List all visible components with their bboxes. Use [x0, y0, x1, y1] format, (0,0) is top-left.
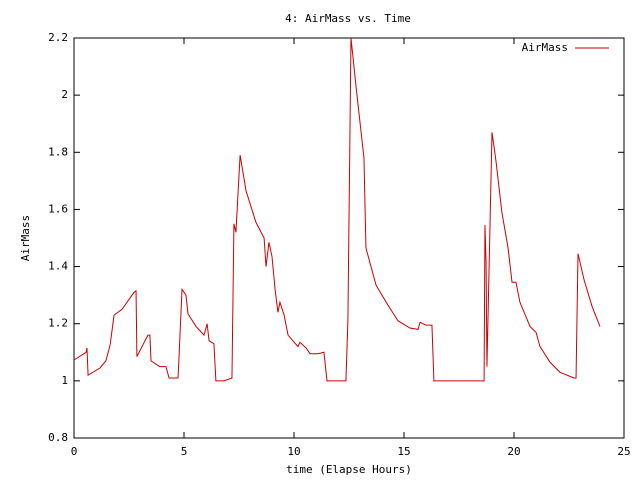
data-line — [73, 37, 601, 382]
y-tick-label: 1 — [61, 374, 68, 387]
y-tick-label: 2.2 — [48, 31, 68, 44]
x-tick-label: 0 — [71, 445, 78, 458]
plot-frame — [73, 37, 625, 439]
y-tick-label: 0.8 — [48, 431, 68, 444]
x-tick-label: 20 — [507, 445, 520, 458]
x-tick-label: 25 — [617, 445, 630, 458]
chart-title: 4: AirMass vs. Time — [285, 12, 411, 25]
y-tick-label: 1.8 — [48, 145, 68, 158]
x-tick-label: 15 — [397, 445, 410, 458]
y-tick-label: 1.2 — [48, 317, 68, 330]
x-axis-label: time (Elapse Hours) — [286, 463, 412, 476]
y-tick-label: 1.4 — [48, 260, 68, 273]
legend-label: AirMass — [522, 41, 568, 54]
x-tick-label: 5 — [181, 445, 188, 458]
x-tick-label: 10 — [287, 445, 300, 458]
y-axis-label: AirMass — [19, 215, 32, 261]
y-tick-label: 1.6 — [48, 202, 68, 215]
y-tick-label: 2 — [61, 88, 68, 101]
